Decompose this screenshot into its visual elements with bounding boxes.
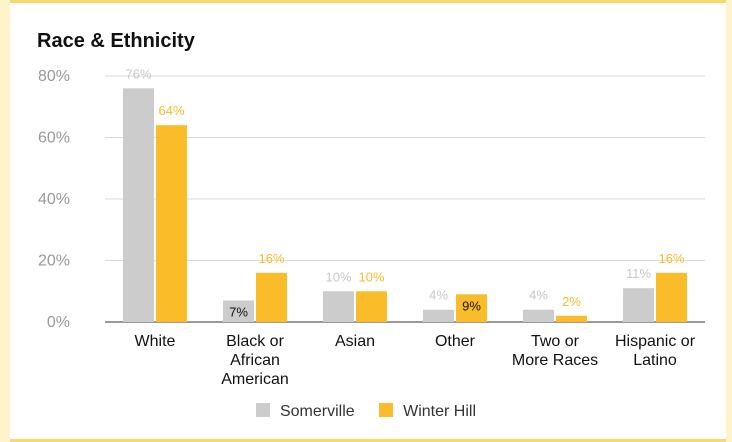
legend-item-winter-hill: Winter Hill <box>379 403 476 421</box>
y-tick-label: 40% <box>38 191 70 208</box>
data-label: 10% <box>358 269 384 284</box>
bar-winter-hill <box>556 315 587 322</box>
x-tick-label: American <box>221 371 289 388</box>
bar-winter-hill <box>156 125 187 322</box>
x-tick-label: Two or <box>531 333 580 350</box>
chart-legend: Somerville Winter Hill <box>0 403 732 421</box>
bar-winter-hill <box>256 272 287 322</box>
bar-winter-hill <box>356 291 387 322</box>
frame-left-strip <box>0 0 10 442</box>
y-tick-label: 0% <box>47 314 70 331</box>
data-label: 4% <box>529 288 548 303</box>
legend-swatch-winter-hill <box>379 403 394 417</box>
data-label: 4% <box>429 288 448 303</box>
x-tick-label: Asian <box>335 333 375 350</box>
bar-somerville <box>623 288 654 322</box>
data-label: 10% <box>325 269 351 284</box>
data-label: 9% <box>462 298 481 313</box>
bar-somerville <box>323 291 354 322</box>
x-tick-label: White <box>135 333 176 350</box>
legend-item-somerville: Somerville <box>255 403 355 421</box>
bar-somerville <box>123 88 154 322</box>
data-label: 64% <box>158 103 184 118</box>
bar-somerville <box>423 309 454 322</box>
legend-swatch-somerville <box>255 403 270 417</box>
data-label: 16% <box>258 251 284 266</box>
bar-somerville <box>223 300 254 322</box>
x-tick-label: Other <box>435 333 476 350</box>
bar-somerville <box>523 309 554 322</box>
x-tick-label: Hispanic or <box>615 333 696 350</box>
y-tick-label: 20% <box>38 253 70 270</box>
data-label: 7% <box>229 304 248 319</box>
legend-label-somerville: Somerville <box>279 403 355 420</box>
x-tick-label: Black or <box>226 333 284 350</box>
data-label: 11% <box>626 266 651 281</box>
x-tick-label: Latino <box>633 352 677 369</box>
legend-label-winter-hill: Winter Hill <box>403 403 477 420</box>
bar-winter-hill <box>456 294 487 322</box>
frame-right-strip <box>726 0 732 442</box>
y-tick-label: 80% <box>38 68 70 85</box>
data-label: 2% <box>562 294 581 309</box>
x-tick-label: More Races <box>512 352 598 369</box>
x-tick-label: African <box>230 352 280 369</box>
y-tick-label: 60% <box>38 130 70 147</box>
data-label: 16% <box>658 251 684 266</box>
chart-title: Race & Ethnicity <box>37 30 195 52</box>
bar-winter-hill <box>656 272 687 322</box>
data-label: 76% <box>125 66 151 81</box>
